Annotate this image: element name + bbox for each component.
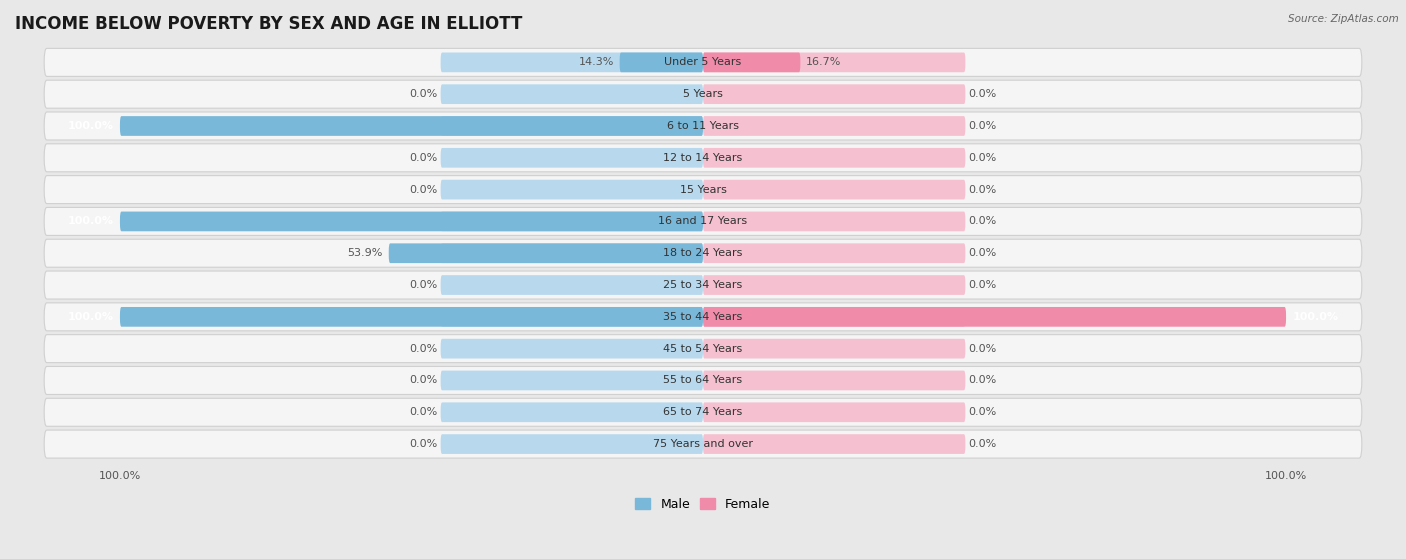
- FancyBboxPatch shape: [440, 307, 703, 326]
- FancyBboxPatch shape: [440, 371, 703, 390]
- Text: 6 to 11 Years: 6 to 11 Years: [666, 121, 740, 131]
- FancyBboxPatch shape: [44, 303, 1362, 331]
- Text: 45 to 54 Years: 45 to 54 Years: [664, 344, 742, 354]
- Text: 15 Years: 15 Years: [679, 184, 727, 195]
- FancyBboxPatch shape: [703, 211, 966, 231]
- FancyBboxPatch shape: [703, 180, 966, 200]
- Text: 100.0%: 100.0%: [67, 216, 114, 226]
- Text: 0.0%: 0.0%: [969, 184, 997, 195]
- Text: 0.0%: 0.0%: [409, 344, 437, 354]
- Text: 12 to 14 Years: 12 to 14 Years: [664, 153, 742, 163]
- Text: 0.0%: 0.0%: [969, 439, 997, 449]
- Text: 0.0%: 0.0%: [969, 121, 997, 131]
- FancyBboxPatch shape: [440, 148, 703, 168]
- Text: Under 5 Years: Under 5 Years: [665, 58, 741, 68]
- FancyBboxPatch shape: [44, 49, 1362, 77]
- FancyBboxPatch shape: [440, 211, 703, 231]
- Text: 5 Years: 5 Years: [683, 89, 723, 99]
- FancyBboxPatch shape: [44, 176, 1362, 203]
- FancyBboxPatch shape: [440, 402, 703, 422]
- FancyBboxPatch shape: [620, 53, 703, 72]
- Text: 53.9%: 53.9%: [347, 248, 382, 258]
- Text: 0.0%: 0.0%: [409, 408, 437, 417]
- FancyBboxPatch shape: [440, 243, 703, 263]
- Text: 25 to 34 Years: 25 to 34 Years: [664, 280, 742, 290]
- FancyBboxPatch shape: [440, 339, 703, 358]
- FancyBboxPatch shape: [44, 80, 1362, 108]
- Text: 0.0%: 0.0%: [409, 184, 437, 195]
- FancyBboxPatch shape: [44, 207, 1362, 235]
- Text: 14.3%: 14.3%: [578, 58, 614, 68]
- FancyBboxPatch shape: [44, 367, 1362, 395]
- FancyBboxPatch shape: [703, 53, 966, 72]
- FancyBboxPatch shape: [703, 275, 966, 295]
- FancyBboxPatch shape: [440, 180, 703, 200]
- Text: 100.0%: 100.0%: [67, 121, 114, 131]
- Text: 16 and 17 Years: 16 and 17 Years: [658, 216, 748, 226]
- FancyBboxPatch shape: [120, 307, 703, 326]
- Text: 100.0%: 100.0%: [67, 312, 114, 322]
- Text: 55 to 64 Years: 55 to 64 Years: [664, 376, 742, 386]
- Text: Source: ZipAtlas.com: Source: ZipAtlas.com: [1288, 14, 1399, 24]
- Text: 0.0%: 0.0%: [969, 248, 997, 258]
- Text: 18 to 24 Years: 18 to 24 Years: [664, 248, 742, 258]
- FancyBboxPatch shape: [120, 211, 703, 231]
- FancyBboxPatch shape: [703, 84, 966, 104]
- FancyBboxPatch shape: [703, 434, 966, 454]
- FancyBboxPatch shape: [440, 84, 703, 104]
- FancyBboxPatch shape: [44, 144, 1362, 172]
- Text: 0.0%: 0.0%: [969, 280, 997, 290]
- FancyBboxPatch shape: [703, 402, 966, 422]
- FancyBboxPatch shape: [703, 371, 966, 390]
- FancyBboxPatch shape: [440, 116, 703, 136]
- Text: 0.0%: 0.0%: [409, 89, 437, 99]
- Text: 0.0%: 0.0%: [409, 439, 437, 449]
- Text: 0.0%: 0.0%: [969, 408, 997, 417]
- FancyBboxPatch shape: [44, 239, 1362, 267]
- Text: 0.0%: 0.0%: [969, 376, 997, 386]
- FancyBboxPatch shape: [44, 430, 1362, 458]
- Text: 0.0%: 0.0%: [969, 216, 997, 226]
- FancyBboxPatch shape: [120, 116, 703, 136]
- Text: 75 Years and over: 75 Years and over: [652, 439, 754, 449]
- Text: INCOME BELOW POVERTY BY SEX AND AGE IN ELLIOTT: INCOME BELOW POVERTY BY SEX AND AGE IN E…: [15, 15, 523, 33]
- FancyBboxPatch shape: [440, 434, 703, 454]
- Text: 16.7%: 16.7%: [806, 58, 842, 68]
- FancyBboxPatch shape: [44, 271, 1362, 299]
- FancyBboxPatch shape: [440, 275, 703, 295]
- Text: 0.0%: 0.0%: [409, 153, 437, 163]
- FancyBboxPatch shape: [703, 116, 966, 136]
- FancyBboxPatch shape: [44, 398, 1362, 427]
- FancyBboxPatch shape: [703, 148, 966, 168]
- FancyBboxPatch shape: [703, 339, 966, 358]
- Text: 0.0%: 0.0%: [969, 153, 997, 163]
- FancyBboxPatch shape: [703, 243, 966, 263]
- FancyBboxPatch shape: [703, 53, 800, 72]
- FancyBboxPatch shape: [44, 335, 1362, 363]
- Text: 100.0%: 100.0%: [1292, 312, 1339, 322]
- Text: 0.0%: 0.0%: [409, 280, 437, 290]
- Text: 35 to 44 Years: 35 to 44 Years: [664, 312, 742, 322]
- FancyBboxPatch shape: [703, 307, 1286, 326]
- FancyBboxPatch shape: [44, 112, 1362, 140]
- FancyBboxPatch shape: [388, 243, 703, 263]
- Legend: Male, Female: Male, Female: [630, 492, 776, 515]
- Text: 65 to 74 Years: 65 to 74 Years: [664, 408, 742, 417]
- FancyBboxPatch shape: [440, 53, 703, 72]
- Text: 0.0%: 0.0%: [969, 344, 997, 354]
- FancyBboxPatch shape: [703, 307, 966, 326]
- Text: 0.0%: 0.0%: [969, 89, 997, 99]
- Text: 0.0%: 0.0%: [409, 376, 437, 386]
